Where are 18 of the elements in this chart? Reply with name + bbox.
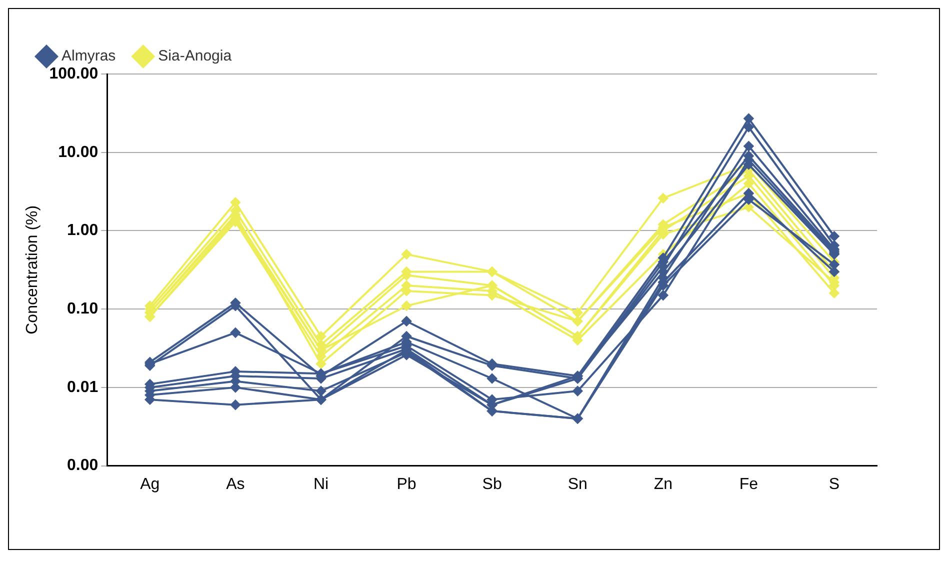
y-tick-label: 0.00	[66, 457, 98, 474]
x-tick-label: S	[828, 476, 840, 493]
legend-label: Sia-Anogia	[158, 48, 232, 65]
x-tick-label: Zn	[654, 476, 672, 493]
x-tick-label: Ni	[313, 476, 329, 493]
x-tick-label: Fe	[739, 476, 758, 493]
x-tick-label: Pb	[396, 476, 416, 493]
x-tick-label: As	[226, 476, 245, 493]
y-tick-label: 0.10	[66, 300, 98, 318]
y-axis-title: Concentration (%)	[24, 205, 42, 334]
y-tick-label: 1.00	[66, 222, 98, 240]
x-tick-label: Sb	[482, 476, 502, 493]
y-tick-label: 10.00	[58, 144, 98, 161]
legend-label: Almyras	[62, 48, 116, 65]
y-tick-label: 100.00	[49, 65, 98, 82]
x-tick-label: Ag	[140, 476, 160, 493]
x-tick-label: Sn	[568, 476, 588, 493]
y-tick-label: 0.01	[66, 378, 98, 396]
